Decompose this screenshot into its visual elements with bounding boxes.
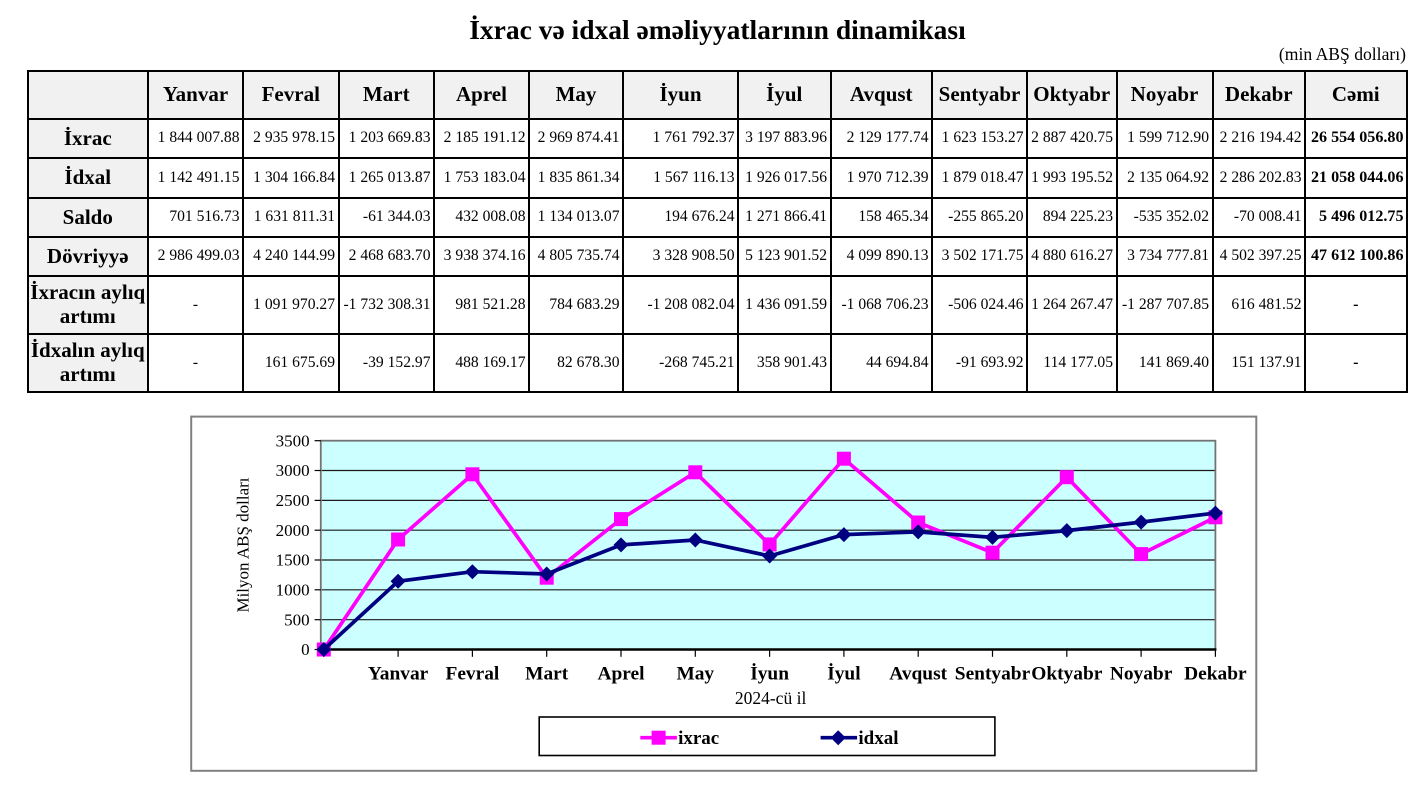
svg-text:idxal: idxal [858,728,898,749]
svg-text:İyul: İyul [827,664,861,685]
svg-text:2024-cü il: 2024-cü il [735,688,807,708]
svg-text:2000: 2000 [276,521,310,540]
svg-text:Mart: Mart [525,664,569,685]
svg-text:Milyon ABŞ dolları: Milyon ABŞ dolları [234,477,253,612]
svg-text:May: May [676,664,714,685]
svg-text:Aprel: Aprel [597,664,645,685]
svg-text:3000: 3000 [276,461,310,480]
svg-text:2500: 2500 [276,491,310,510]
svg-text:İyun: İyun [750,664,789,685]
svg-text:Yanvar: Yanvar [368,664,429,685]
svg-text:Sentyabr: Sentyabr [955,664,1031,685]
svg-text:Fevral: Fevral [445,664,499,685]
svg-text:Avqust: Avqust [889,664,947,685]
svg-text:ixrac: ixrac [678,728,719,749]
svg-text:Dekabr: Dekabr [1184,664,1247,685]
svg-text:3500: 3500 [276,431,310,450]
svg-text:1000: 1000 [276,581,310,600]
svg-text:1500: 1500 [276,551,310,570]
svg-text:Noyabr: Noyabr [1110,664,1173,685]
svg-text:0: 0 [301,640,310,659]
svg-text:500: 500 [284,610,310,629]
svg-text:Oktyabr: Oktyabr [1031,664,1102,685]
